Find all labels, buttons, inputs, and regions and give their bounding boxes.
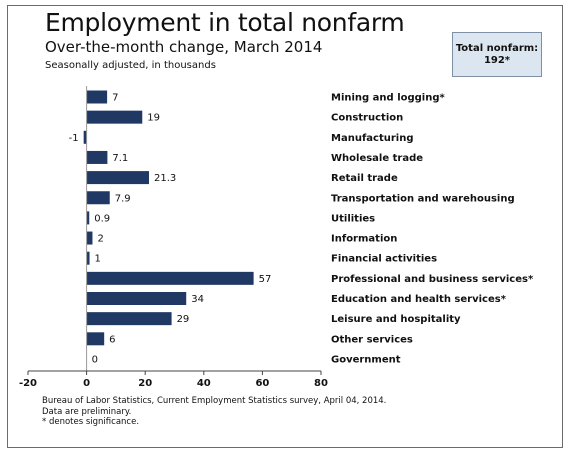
- bar-0: [86, 90, 108, 104]
- x-tick-label-5: 80: [314, 378, 328, 389]
- labels-layer: 7 Mining and logging* 19 Construction -1 Manu…: [69, 93, 534, 366]
- bar-9: [86, 271, 254, 285]
- category-label-1: Construction: [331, 113, 403, 124]
- bar-11: [86, 312, 172, 326]
- value-label-9: 57: [259, 274, 272, 285]
- bar-6: [86, 211, 90, 225]
- category-label-6: Utilities: [331, 213, 375, 224]
- category-label-10: Education and health services*: [331, 294, 507, 305]
- category-label-0: Mining and logging*: [331, 93, 446, 104]
- value-label-8: 1: [95, 254, 101, 265]
- x-tick-label-3: 40: [197, 378, 211, 389]
- category-label-4: Retail trade: [331, 173, 398, 184]
- value-label-3: 7.1: [112, 153, 128, 164]
- category-label-11: Leisure and hospitality: [331, 314, 461, 325]
- source-note: Bureau of Labor Statistics, Current Empl…: [42, 396, 386, 428]
- value-label-2: -1: [69, 133, 79, 144]
- bar-1: [86, 110, 143, 124]
- x-tick-label-2: 20: [138, 378, 152, 389]
- value-label-13: 0: [92, 354, 98, 365]
- category-label-8: Financial activities: [331, 254, 437, 265]
- category-label-2: Manufacturing: [331, 133, 414, 144]
- bar-7: [86, 231, 93, 245]
- x-tick-label-0: -20: [19, 378, 37, 389]
- value-label-1: 19: [147, 113, 160, 124]
- chart-title: Employment in total nonfarm: [45, 8, 405, 37]
- bar-2: [83, 130, 87, 144]
- value-label-6: 0.9: [94, 213, 110, 224]
- category-label-5: Transportation and warehousing: [331, 193, 515, 204]
- chart-subtitle: Over-the-month change, March 2014: [45, 38, 323, 56]
- category-label-3: Wholesale trade: [331, 153, 423, 164]
- bar-12: [86, 332, 105, 346]
- bar-5: [86, 191, 110, 205]
- chart-note: Seasonally adjusted, in thousands: [45, 60, 216, 71]
- category-label-13: Government: [331, 354, 401, 365]
- x-axis: -20 0 20 40 60 80: [19, 86, 328, 389]
- value-label-5: 7.9: [115, 193, 131, 204]
- bar-4: [86, 171, 150, 185]
- significance-line: * denotes significance.: [42, 417, 140, 427]
- value-label-12: 6: [109, 334, 115, 345]
- total-nonfarm-label: Total nonfarm:: [455, 43, 539, 54]
- total-nonfarm-value: 192*: [483, 55, 511, 66]
- value-label-7: 2: [97, 234, 103, 245]
- total-nonfarm-box: Total nonfarm: 192*: [452, 32, 542, 77]
- bar-10: [86, 292, 187, 305]
- bars-layer: [83, 90, 254, 346]
- category-label-9: Professional and business services*: [331, 274, 534, 285]
- preliminary-line: Data are preliminary.: [42, 406, 132, 417]
- x-tick-label-1: 0: [83, 378, 90, 389]
- value-label-10: 34: [191, 294, 204, 305]
- category-label-7: Information: [331, 234, 397, 245]
- source-line: Bureau of Labor Statistics, Current Empl…: [42, 396, 387, 406]
- category-label-12: Other services: [331, 334, 413, 345]
- value-label-4: 21.3: [154, 173, 176, 184]
- value-label-0: 7: [112, 93, 118, 104]
- x-tick-label-4: 60: [255, 378, 269, 389]
- chart-frame: [7, 5, 563, 448]
- bar-8: [86, 251, 90, 265]
- bar-3: [86, 150, 108, 164]
- value-label-11: 29: [177, 314, 190, 325]
